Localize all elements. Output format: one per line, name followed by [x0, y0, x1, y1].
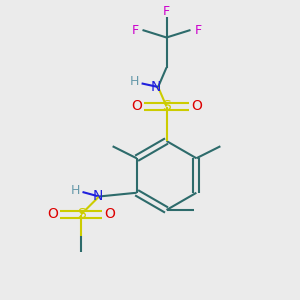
- Text: F: F: [163, 4, 170, 18]
- Text: O: O: [191, 100, 202, 113]
- Text: F: F: [131, 23, 139, 37]
- Text: S: S: [162, 100, 171, 113]
- Text: O: O: [131, 100, 142, 113]
- Text: F: F: [194, 23, 202, 37]
- Text: O: O: [47, 208, 58, 221]
- Text: S: S: [76, 208, 85, 221]
- Text: H: H: [70, 184, 80, 197]
- Text: N: N: [151, 80, 161, 94]
- Text: O: O: [104, 208, 115, 221]
- Text: N: N: [92, 190, 103, 203]
- Text: H: H: [129, 75, 139, 88]
